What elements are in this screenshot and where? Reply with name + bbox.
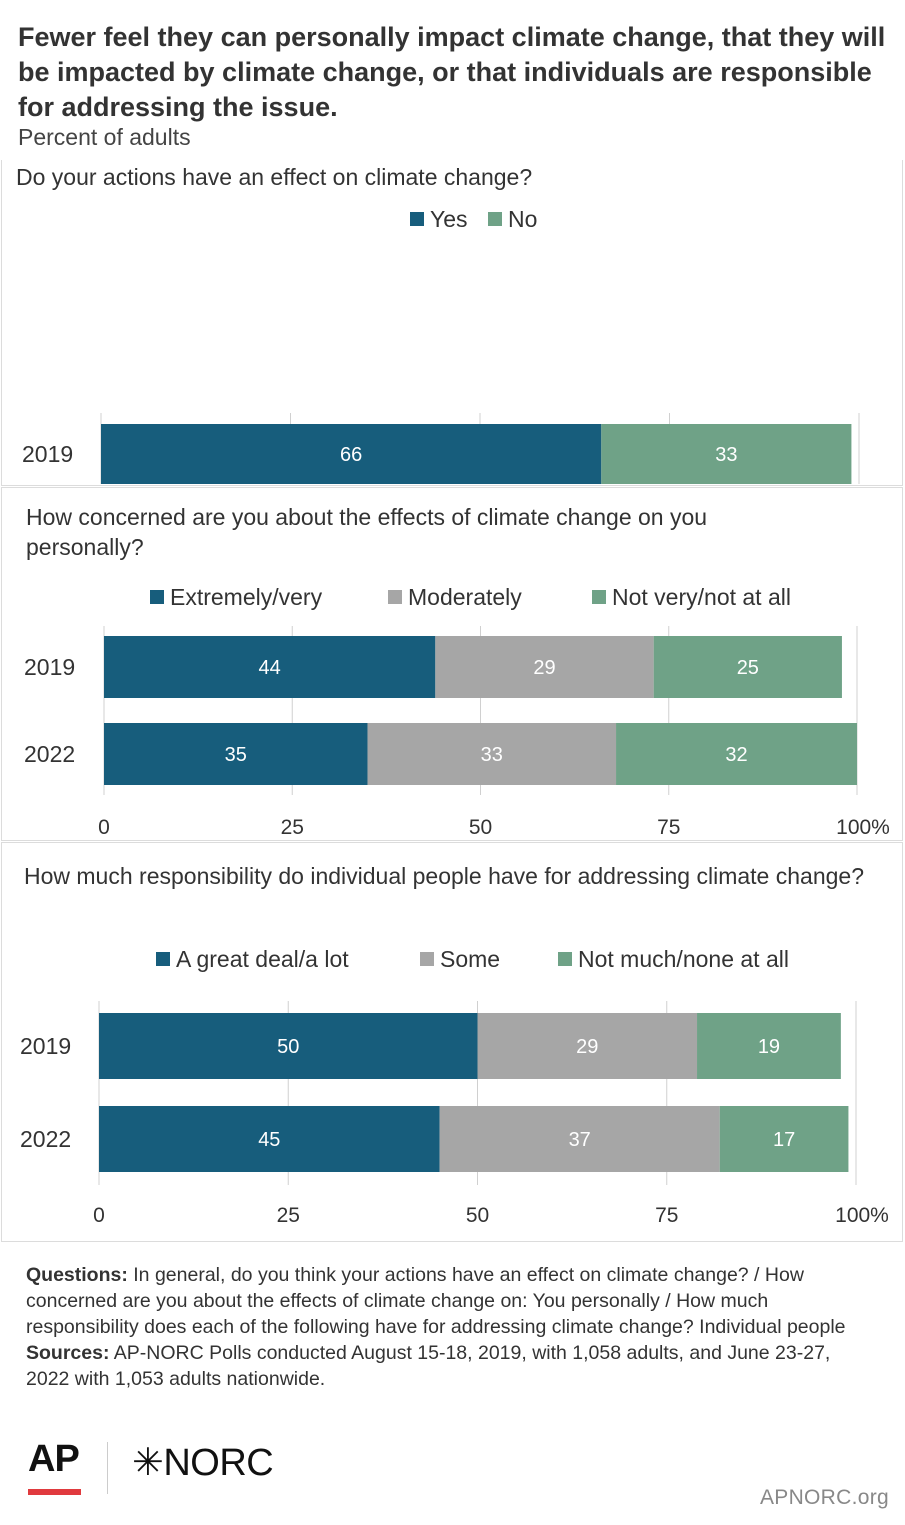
questions-text: In general, do you think your actions ha… [26, 1264, 846, 1338]
bar-value-label: 33 [481, 744, 503, 766]
x-tick-label: 0 [93, 1204, 105, 1227]
page-title: Fewer feel they can personally impact cl… [18, 22, 886, 122]
x-tick-label: 25 [277, 1204, 300, 1227]
chart-question-3: How much responsibility do individual pe… [24, 863, 864, 889]
chart-legend-3: A great deal/a lot Some Not much/none at a… [2, 946, 902, 976]
questions-note: Questions: In general, do you think your… [26, 1262, 866, 1340]
chart-panel-1: Do your actions have an effect on climat… [1, 160, 903, 486]
chart-question-2: How concerned are you about the effects … [26, 504, 708, 560]
bar-value-label: 25 [737, 657, 759, 679]
bar-segment [104, 636, 436, 698]
logo-divider [107, 1442, 108, 1494]
bar-value-label: 37 [569, 1129, 591, 1151]
footer-notes: Questions: In general, do you think your… [26, 1262, 866, 1392]
legend-label: Not very/not at all [612, 584, 791, 610]
bar-segment [104, 723, 368, 785]
x-tick-label: 50 [469, 816, 492, 839]
norc-star-icon: ✳ [132, 1442, 164, 1484]
y-category-label: 2019 [22, 441, 73, 467]
legend-item: Not much/none at all [558, 946, 789, 973]
legend-label: A great deal/a lot [176, 946, 349, 972]
x-tick-label: 100% [836, 816, 890, 839]
bar-segment [101, 424, 602, 484]
norc-logo: ✳NORC [132, 1440, 274, 1485]
chart-panel-2: How concerned are you about the effects … [1, 487, 903, 841]
chart-question-1: Do your actions have an effect on climat… [16, 164, 533, 190]
bar-segment [601, 424, 852, 484]
sources-label: Sources: [26, 1342, 110, 1364]
bar-segment [439, 1106, 720, 1172]
chart-3-svg: 0 25 50 75 100% 2019 50 29 19 2022 45 37 17 [20, 1001, 889, 1227]
legend-label: Extremely/very [170, 584, 323, 610]
legend-label: Moderately [408, 584, 522, 610]
x-tick-label: 50 [466, 1204, 489, 1227]
sources-text: AP-NORC Polls conducted August 15-18, 20… [26, 1342, 831, 1390]
chart-legend-1: Yes No [2, 206, 902, 236]
page-subtitle: Percent of adults [18, 124, 191, 150]
bar-value-label: 50 [277, 1036, 299, 1058]
x-tick-label: 0 [98, 816, 110, 839]
bar-segment [719, 1106, 849, 1172]
bar-segment [697, 1013, 841, 1079]
legend-swatch [488, 212, 502, 226]
legend-swatch [410, 212, 424, 226]
bar-segment [99, 1106, 440, 1172]
ap-logo-bar [28, 1489, 81, 1495]
y-category-label: 2019 [20, 1033, 71, 1059]
legend-label: No [508, 206, 538, 232]
y-category-label: 2022 [24, 741, 75, 767]
legend-item: No [488, 206, 537, 233]
legend-label: Not much/none at all [578, 946, 789, 972]
bar-segment [477, 1013, 698, 1079]
x-tick-label: 75 [655, 1204, 678, 1227]
legend-label: Some [440, 946, 501, 972]
ap-logo: AP [28, 1438, 80, 1480]
legend-item: Moderately [388, 584, 522, 611]
y-category-label: 2019 [24, 654, 75, 680]
bar-value-label: 32 [725, 744, 747, 766]
legend-item: Some [420, 946, 500, 973]
legend-swatch [150, 590, 164, 604]
y-category-label: 2022 [20, 1126, 71, 1152]
legend-swatch [558, 952, 572, 966]
bar-value-label: 29 [533, 657, 555, 679]
bar-value-label: 29 [576, 1036, 598, 1058]
legend-swatch [592, 590, 606, 604]
x-tick-label: 75 [657, 816, 680, 839]
bar-value-label: 35 [225, 744, 247, 766]
questions-label: Questions: [26, 1264, 128, 1286]
bar-value-label: 44 [259, 657, 281, 679]
bar-value-label: 17 [773, 1129, 795, 1151]
legend-item: Not very/not at all [592, 584, 791, 611]
norc-logo-text: NORC [163, 1442, 274, 1484]
sources-note: Sources: AP-NORC Polls conducted August … [26, 1340, 866, 1392]
bar-segment [616, 723, 857, 785]
chart-panel-3: How much responsibility do individual pe… [1, 842, 903, 1242]
legend-swatch [156, 952, 170, 966]
site-url-link[interactable]: APNORC.org [759, 1486, 889, 1509]
x-tick-label: 100% [835, 1204, 889, 1227]
bar-value-label: 66 [340, 444, 362, 466]
bar-segment [367, 723, 617, 785]
bar-value-label: 45 [258, 1129, 280, 1151]
bar-segment [99, 1013, 478, 1079]
legend-item: Yes [410, 206, 468, 233]
legend-swatch [420, 952, 434, 966]
chart-2-svg: 0 25 50 75 100% 2019 44 29 25 2022 35 33 32 [24, 626, 890, 839]
bar-segment [653, 636, 842, 698]
chart-legend-2: Extremely/very Moderately Not very/not at … [2, 584, 902, 614]
legend-label: Yes [430, 206, 468, 232]
bar-segment [435, 636, 654, 698]
bar-value-label: 19 [758, 1036, 780, 1058]
x-tick-label: 25 [281, 816, 304, 839]
bar-value-label: 33 [715, 444, 737, 466]
legend-item: Extremely/very [150, 584, 322, 611]
legend-swatch [388, 590, 402, 604]
legend-item: A great deal/a lot [156, 946, 349, 973]
